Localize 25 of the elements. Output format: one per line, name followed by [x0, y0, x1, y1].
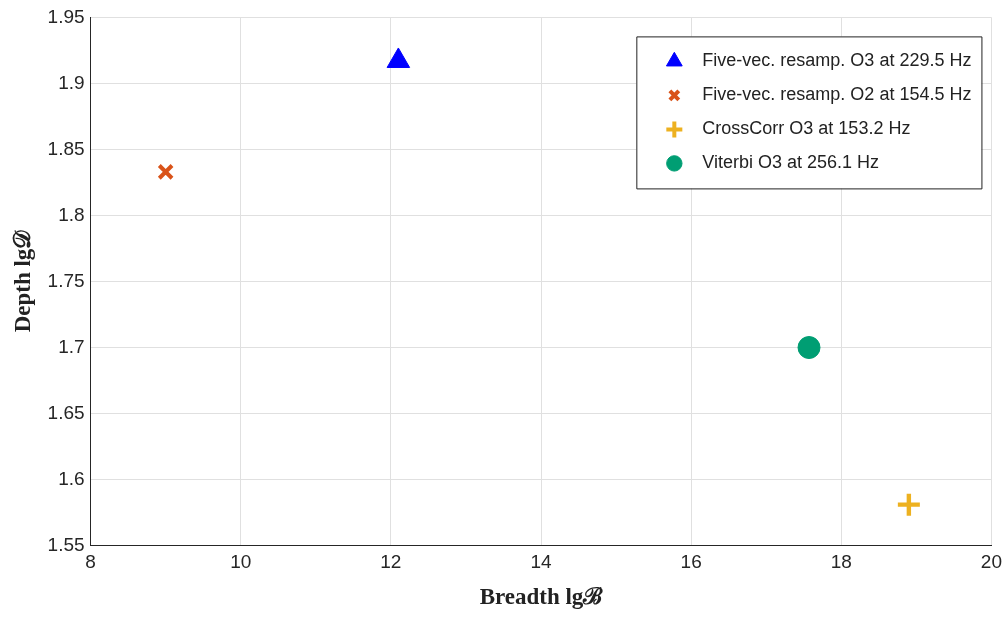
x-tick-label: 16: [680, 551, 702, 573]
y-tick-label: 1.85: [47, 137, 85, 159]
y-tick-label: 1.95: [47, 5, 85, 27]
legend-label: CrossCorr O3 at 153.2 Hz: [702, 118, 911, 139]
legend-label: Five-vec. resamp. O3 at 229.5 Hz: [702, 50, 972, 71]
x-tick-label: 8: [85, 551, 96, 573]
legend-label: Five-vec. resamp. O2 at 154.5 Hz: [702, 84, 972, 105]
legend-label: Viterbi O3 at 256.1 Hz: [702, 152, 880, 173]
y-tick-label: 1.75: [47, 269, 85, 291]
y-tick-label: 1.55: [47, 533, 85, 555]
x-tick-label: 10: [230, 551, 252, 573]
x-tick-label: 20: [980, 551, 1002, 573]
x-axis-title: Breadth lgℬ: [479, 584, 604, 610]
y-tick-label: 1.6: [58, 467, 85, 489]
x-tick-label: 12: [380, 551, 402, 573]
x-tick-label: 14: [530, 551, 552, 573]
y-axis-title: Depth lg𝒟: [9, 228, 35, 333]
x-tick-label: 18: [830, 551, 852, 573]
point: [897, 493, 920, 516]
point: [157, 163, 175, 181]
y-tick-label: 1.9: [58, 71, 85, 93]
y-tick-label: 1.65: [47, 401, 85, 423]
point: [797, 336, 821, 360]
y-tick-label: 1.8: [58, 203, 85, 225]
y-tick-label: 1.7: [58, 335, 85, 357]
